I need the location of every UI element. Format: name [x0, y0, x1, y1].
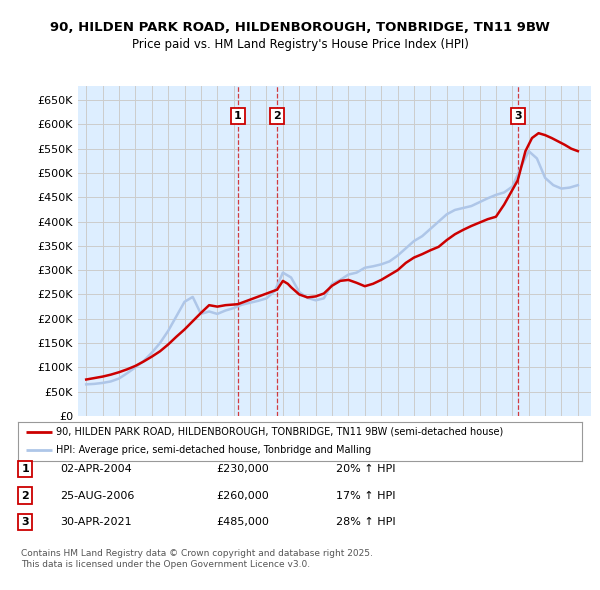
- Text: This data is licensed under the Open Government Licence v3.0.: This data is licensed under the Open Gov…: [21, 560, 310, 569]
- Text: 90, HILDEN PARK ROAD, HILDENBOROUGH, TONBRIDGE, TN11 9BW: 90, HILDEN PARK ROAD, HILDENBOROUGH, TON…: [50, 21, 550, 34]
- Text: HPI: Average price, semi-detached house, Tonbridge and Malling: HPI: Average price, semi-detached house,…: [56, 445, 371, 455]
- Text: 2: 2: [273, 111, 281, 121]
- Text: 3: 3: [514, 111, 521, 121]
- Text: £230,000: £230,000: [216, 464, 269, 474]
- Text: Contains HM Land Registry data © Crown copyright and database right 2025.: Contains HM Land Registry data © Crown c…: [21, 549, 373, 558]
- Text: 30-APR-2021: 30-APR-2021: [60, 517, 131, 527]
- Text: 2: 2: [22, 491, 29, 500]
- Text: £260,000: £260,000: [216, 491, 269, 500]
- Text: 28% ↑ HPI: 28% ↑ HPI: [336, 517, 395, 527]
- Text: 25-AUG-2006: 25-AUG-2006: [60, 491, 134, 500]
- Text: 1: 1: [234, 111, 242, 121]
- Text: 1: 1: [22, 464, 29, 474]
- Text: Price paid vs. HM Land Registry's House Price Index (HPI): Price paid vs. HM Land Registry's House …: [131, 38, 469, 51]
- Text: 02-APR-2004: 02-APR-2004: [60, 464, 132, 474]
- Text: £485,000: £485,000: [216, 517, 269, 527]
- Text: 90, HILDEN PARK ROAD, HILDENBOROUGH, TONBRIDGE, TN11 9BW (semi-detached house): 90, HILDEN PARK ROAD, HILDENBOROUGH, TON…: [56, 427, 503, 437]
- Text: 3: 3: [22, 517, 29, 527]
- Text: 17% ↑ HPI: 17% ↑ HPI: [336, 491, 395, 500]
- Text: 20% ↑ HPI: 20% ↑ HPI: [336, 464, 395, 474]
